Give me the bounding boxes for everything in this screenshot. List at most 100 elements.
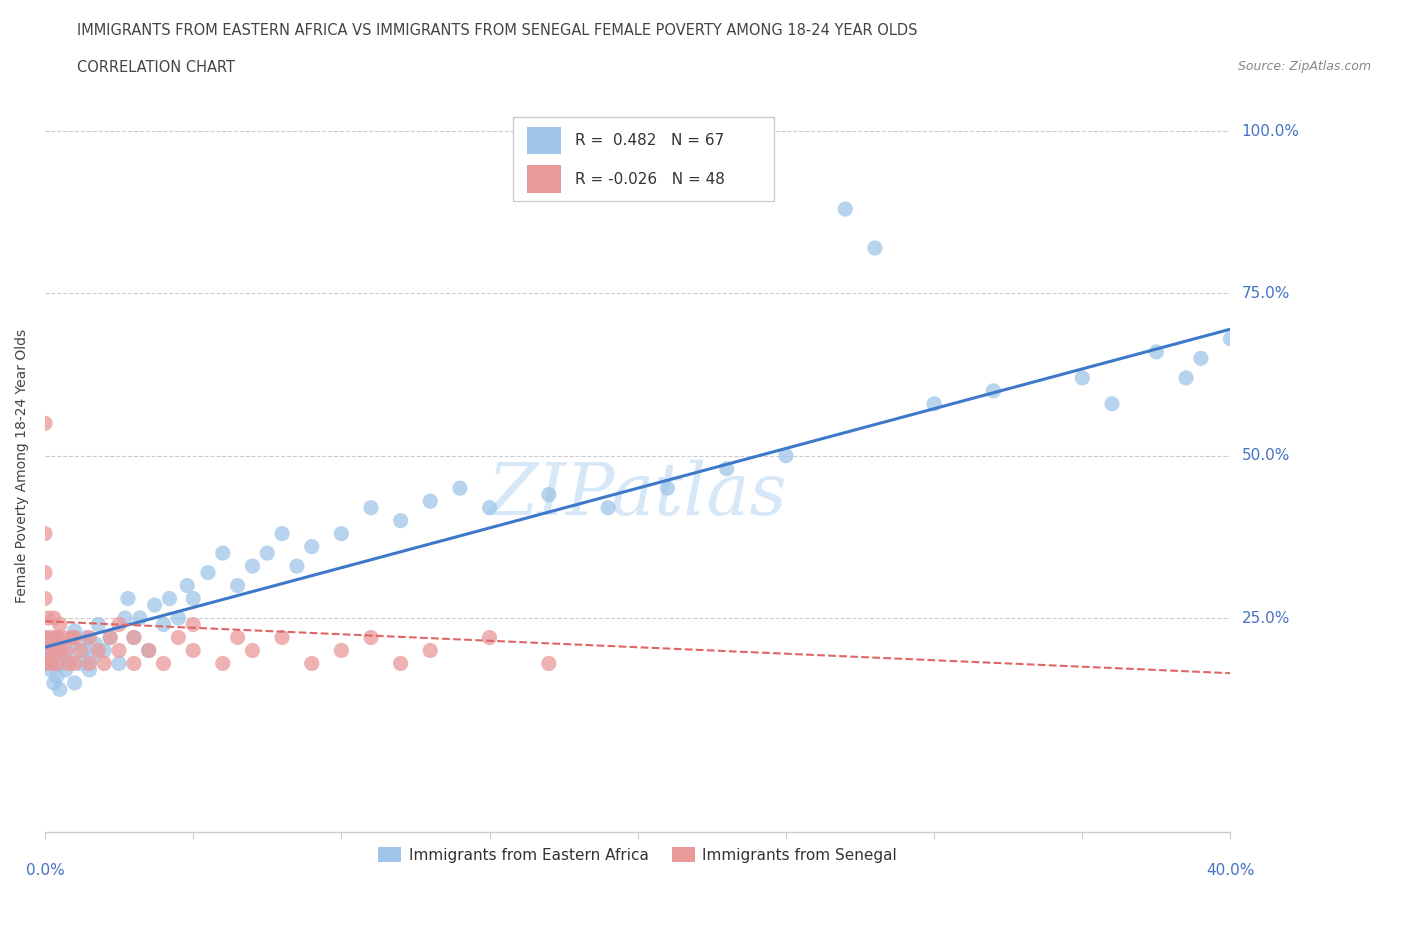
Point [598,500,620,515]
Point [39,662,62,677]
Point [181,591,204,606]
Point [93,643,115,658]
Point [1101,396,1123,411]
Point [34,656,56,671]
Point [449,481,471,496]
Point [45,630,67,644]
Bar [527,126,561,154]
Text: IMMIGRANTS FROM EASTERN AFRICA VS IMMIGRANTS FROM SENEGAL FEMALE POVERTY AMONG 1: IMMIGRANTS FROM EASTERN AFRICA VS IMMIGR… [77,23,918,38]
Point [69,656,91,671]
Point [211,656,233,671]
Point [58,649,80,664]
Point [60,630,83,644]
Point [122,630,145,644]
Text: 100.0%: 100.0% [1241,124,1299,139]
Point [922,396,945,411]
Point [389,656,412,671]
Legend: Immigrants from Eastern Africa, Immigrants from Senegal: Immigrants from Eastern Africa, Immigran… [373,841,903,869]
Point [478,500,501,515]
Point [478,630,501,644]
Point [98,630,121,644]
Text: R =  0.482   N = 67: R = 0.482 N = 67 [575,133,724,148]
Point [34,656,56,671]
Point [49,618,72,632]
Point [176,578,198,593]
Point [537,656,560,671]
Point [1189,351,1212,365]
Point [37,643,59,658]
Point [1144,344,1167,359]
Point [271,630,294,644]
Text: R = -0.026   N = 48: R = -0.026 N = 48 [575,172,724,187]
Point [226,630,249,644]
Point [181,618,204,632]
Point [242,559,264,574]
Text: 75.0%: 75.0% [1241,286,1289,301]
Point [93,656,115,671]
Point [1175,370,1198,385]
Point [42,611,65,626]
Point [108,618,131,632]
Point [211,546,233,561]
Point [45,630,67,644]
Text: 40.0%: 40.0% [1206,863,1254,878]
Text: 25.0%: 25.0% [1241,610,1289,626]
Point [49,643,72,658]
Point [60,636,83,651]
Point [39,630,62,644]
Point [716,461,738,476]
Text: 50.0%: 50.0% [1241,448,1289,463]
Point [42,675,65,690]
Point [863,241,886,256]
Point [63,675,86,690]
Point [138,643,160,658]
Point [167,630,190,644]
Point [226,578,249,593]
Point [49,682,72,697]
Point [34,591,56,606]
Point [55,662,77,677]
Point [58,656,80,671]
Point [271,526,294,541]
Point [360,630,382,644]
Point [39,656,62,671]
Point [34,630,56,644]
Point [152,618,174,632]
Point [75,630,97,644]
Point [49,643,72,658]
Point [285,559,308,574]
Text: 0.0%: 0.0% [25,863,65,878]
Point [834,202,856,217]
Point [37,611,59,626]
Point [419,643,441,658]
Point [63,624,86,639]
Bar [513,117,775,202]
Point [45,669,67,684]
Point [983,383,1005,398]
Point [775,448,797,463]
Point [87,643,110,658]
Point [79,656,101,671]
Point [159,591,181,606]
Point [117,591,139,606]
Point [52,630,75,644]
Text: ZIPatlas: ZIPatlas [488,459,787,530]
Point [37,643,59,658]
Point [419,494,441,509]
Point [42,643,65,658]
Point [301,539,323,554]
Bar [527,166,561,193]
Point [108,643,131,658]
Point [55,643,77,658]
Point [34,416,56,431]
Point [1219,331,1241,346]
Point [45,656,67,671]
Point [84,636,107,651]
Text: CORRELATION CHART: CORRELATION CHART [77,60,235,75]
Point [34,630,56,644]
Point [138,643,160,658]
Point [122,630,145,644]
Point [389,513,412,528]
Point [256,546,278,561]
Point [52,656,75,671]
